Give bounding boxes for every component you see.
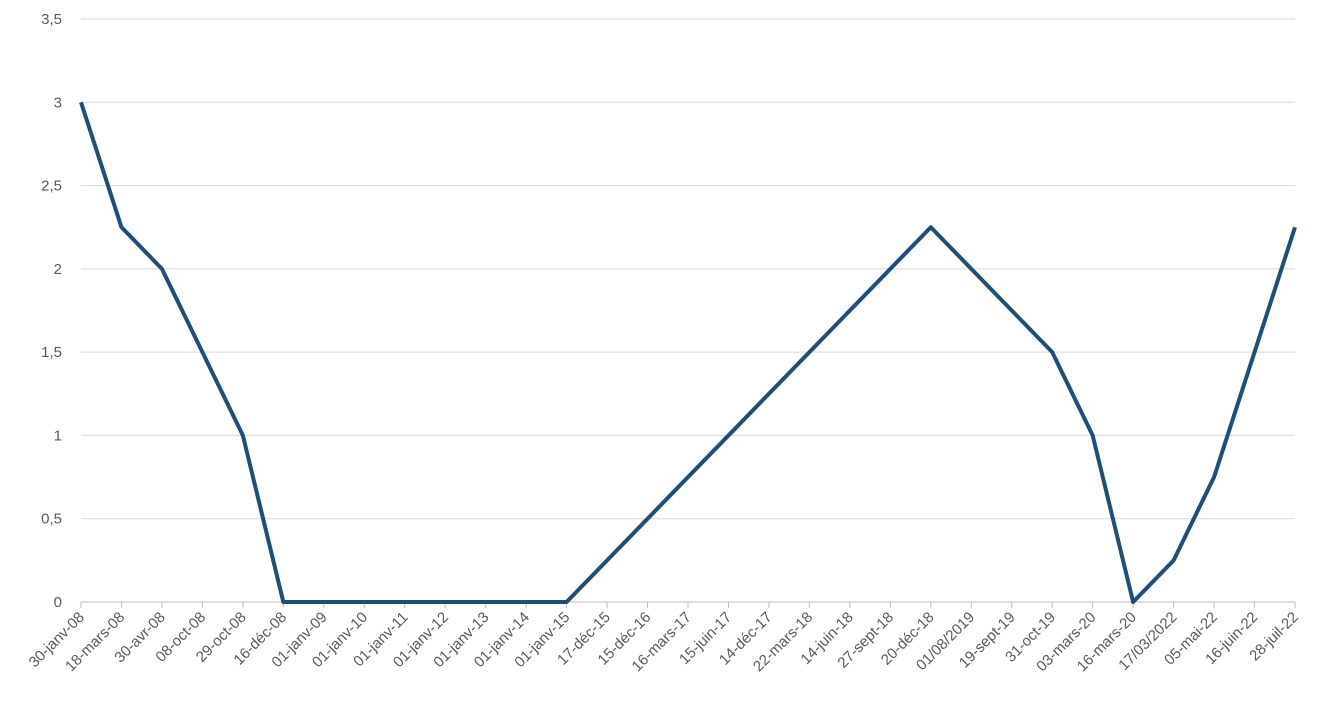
y-tick-label: 0,5 <box>41 511 62 528</box>
line-series <box>79 101 1297 604</box>
y-tick-label: 3,5 <box>41 11 62 28</box>
y-tick-label: 1,5 <box>41 344 62 361</box>
y-tick-label: 2 <box>54 261 62 278</box>
y-tick-label: 0 <box>54 594 62 611</box>
y-tick-label: 3 <box>54 94 62 111</box>
y-tick-label: 1 <box>54 427 62 444</box>
y-tick-label: 2,5 <box>41 178 62 195</box>
